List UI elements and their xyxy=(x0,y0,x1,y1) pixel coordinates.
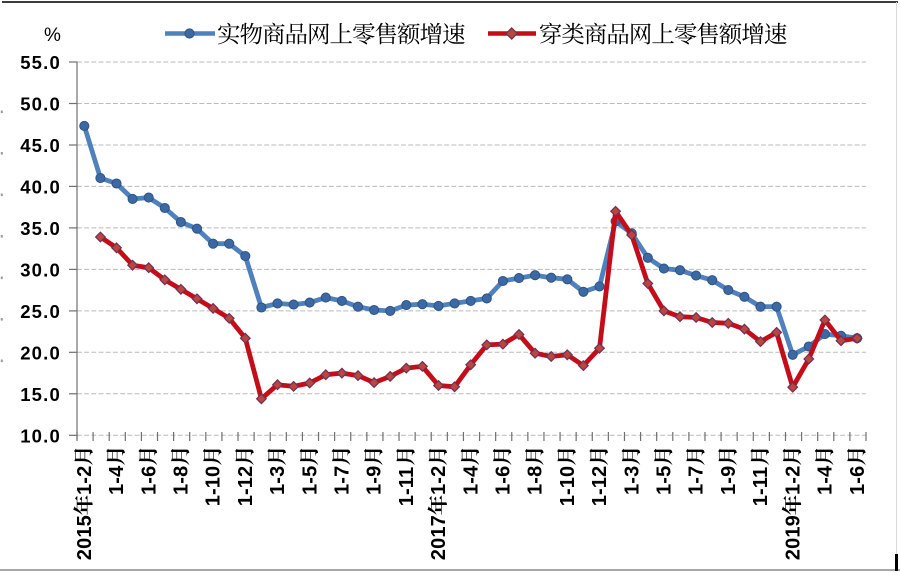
svg-text:%: % xyxy=(44,25,61,46)
svg-text:55.0: 55.0 xyxy=(20,52,61,73)
svg-text:25.0: 25.0 xyxy=(20,301,61,322)
svg-text:1-2: 1-2 xyxy=(428,466,450,495)
svg-text:1-11: 1-11 xyxy=(750,467,772,507)
svg-text:1-2: 1-2 xyxy=(782,466,804,495)
svg-text:2017: 2017 xyxy=(428,515,450,560)
svg-text:1-7: 1-7 xyxy=(686,466,708,495)
svg-text:45.0: 45.0 xyxy=(20,135,61,156)
svg-text:50.0: 50.0 xyxy=(20,94,61,115)
svg-text:1-7: 1-7 xyxy=(331,466,353,495)
svg-text:2019: 2019 xyxy=(782,515,804,560)
svg-text:1-8: 1-8 xyxy=(525,466,547,495)
svg-text:1-8: 1-8 xyxy=(170,466,192,495)
svg-text:40.0: 40.0 xyxy=(20,176,61,197)
svg-text:1-12: 1-12 xyxy=(589,466,611,507)
svg-text:1-9: 1-9 xyxy=(718,466,740,495)
svg-text:1-6: 1-6 xyxy=(493,466,515,495)
svg-text:1-6: 1-6 xyxy=(138,466,160,495)
svg-text:1-4: 1-4 xyxy=(815,465,837,495)
svg-text:1-10: 1-10 xyxy=(557,466,579,507)
svg-text:1-10: 1-10 xyxy=(203,466,225,507)
svg-text:30.0: 30.0 xyxy=(20,259,61,280)
svg-text:1-12: 1-12 xyxy=(235,466,257,507)
svg-text:10.0: 10.0 xyxy=(20,425,61,446)
svg-text:1-4: 1-4 xyxy=(460,465,482,495)
svg-text:1-11: 1-11 xyxy=(396,467,418,507)
svg-text:15.0: 15.0 xyxy=(20,384,61,405)
svg-text:1-5: 1-5 xyxy=(654,466,676,495)
svg-text:1-3: 1-3 xyxy=(267,466,289,495)
svg-text:2015: 2015 xyxy=(74,515,96,560)
svg-text:20.0: 20.0 xyxy=(20,342,61,363)
svg-text:1-6: 1-6 xyxy=(847,466,869,495)
svg-text:1-3: 1-3 xyxy=(621,466,643,495)
svg-text:1-9: 1-9 xyxy=(364,466,386,495)
svg-text:35.0: 35.0 xyxy=(20,218,61,239)
svg-text:1-4: 1-4 xyxy=(106,465,128,495)
svg-text:1-2: 1-2 xyxy=(74,466,96,495)
svg-text:1-5: 1-5 xyxy=(299,466,321,495)
